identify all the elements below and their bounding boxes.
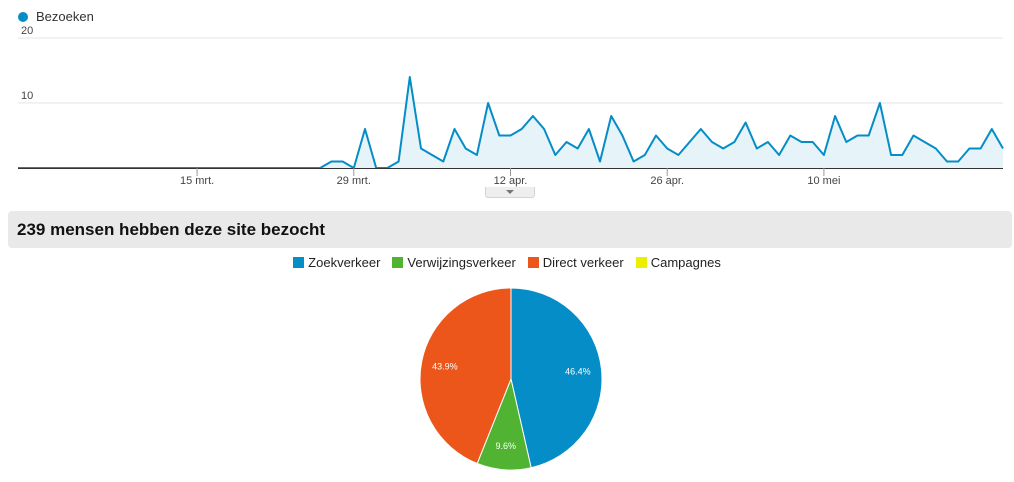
pie-label-verwijzingsverkeer: 9.6% — [495, 441, 516, 451]
line-chart-legend[interactable]: Bezoeken — [18, 9, 94, 24]
x-tick-label: 29 mrt. — [337, 175, 371, 187]
legend-label-zoekverkeer: Zoekverkeer — [308, 255, 381, 270]
y-tick-label: 20 — [21, 25, 33, 37]
x-tick-label: 12 apr. — [494, 175, 528, 187]
zoekverkeer-swatch — [293, 257, 305, 268]
visits-line-chart[interactable]: 10 20 15 mrt. 29 mrt. 12 apr. 26 apr. 10 mei — [0, 20, 1014, 190]
verwijzingsverkeer-swatch — [392, 257, 404, 268]
x-tick-label: 10 mei — [807, 175, 840, 187]
x-tick-label: 26 apr. — [650, 175, 684, 187]
traffic-sources-pie-chart[interactable]: 46.4% 9.6% 43.9% — [410, 280, 610, 480]
x-tick-label: 15 mrt. — [180, 175, 214, 187]
pie-legend[interactable]: Zoekverkeer Verwijzingsverkeer Direct ve… — [0, 255, 1014, 270]
legend-item-direct[interactable]: Direct verkeer — [527, 255, 624, 270]
direct-swatch — [527, 257, 539, 268]
summary-text: 239 mensen hebben deze site bezocht — [17, 219, 325, 239]
legend-label-verwijzingsverkeer: Verwijzingsverkeer — [407, 255, 516, 270]
bezoeken-legend-dot — [18, 11, 28, 22]
legend-item-campagnes[interactable]: Campagnes — [635, 255, 721, 270]
pie-label-direct: 43.9% — [432, 361, 458, 371]
campagnes-swatch — [635, 257, 647, 268]
summary-bar: 239 mensen hebben deze site bezocht — [8, 211, 1012, 248]
pie-label-zoekverkeer: 46.4% — [565, 367, 591, 377]
legend-label-direct: Direct verkeer — [542, 255, 624, 270]
pie-slice-zoekverkeer[interactable] — [510, 287, 603, 469]
legend-item-verwijzingsverkeer[interactable]: Verwijzingsverkeer — [392, 255, 516, 270]
y-tick-label: 10 — [21, 90, 33, 102]
legend-label-campagnes: Campagnes — [650, 255, 721, 270]
collapse-chart-toggle[interactable] — [485, 187, 535, 198]
legend-item-zoekverkeer[interactable]: Zoekverkeer — [293, 255, 380, 270]
series-area-bezoeken — [18, 77, 1003, 168]
bezoeken-legend-label: Bezoeken — [36, 9, 94, 24]
chevron-down-icon — [506, 190, 514, 194]
pie-slice-direct[interactable] — [419, 287, 512, 465]
